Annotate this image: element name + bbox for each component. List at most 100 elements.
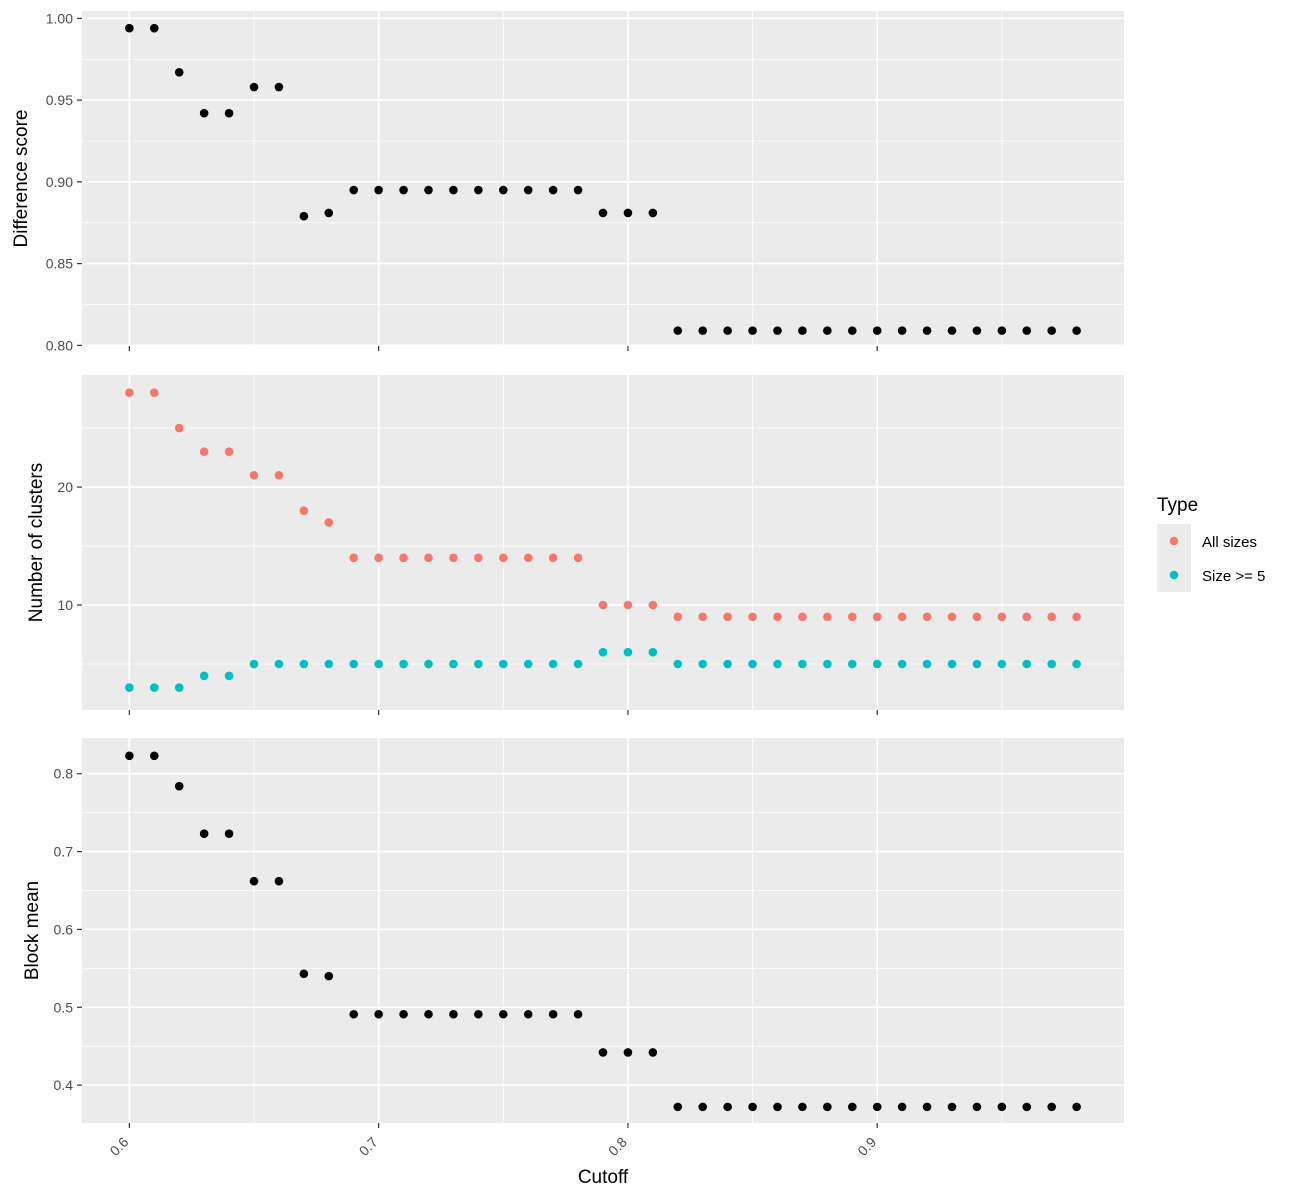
data-point: [748, 326, 757, 335]
data-point: [399, 659, 408, 669]
data-point: [773, 326, 782, 335]
series-block-mean: [125, 751, 1081, 1112]
data-point: [1072, 659, 1081, 669]
legend-title: Type: [1157, 495, 1198, 516]
data-point: [399, 553, 408, 563]
data-point: [773, 612, 782, 622]
data-point: [648, 647, 658, 657]
panel-background: [82, 375, 1124, 710]
data-point: [1047, 659, 1057, 669]
data-point: [125, 751, 134, 761]
data-point: [149, 23, 159, 33]
data-point: [723, 326, 732, 335]
data-point: [872, 326, 882, 335]
data-point: [698, 659, 708, 669]
data-point: [623, 208, 633, 218]
data-point: [149, 388, 159, 397]
data-point: [598, 1048, 608, 1057]
data-point: [872, 612, 882, 622]
legend-swatch: [1169, 536, 1179, 546]
data-point: [224, 108, 234, 118]
data-point: [947, 659, 957, 669]
legend-label: Size >= 5: [1202, 568, 1265, 585]
data-point: [573, 185, 583, 195]
y-tick-label: 0.7: [54, 844, 74, 860]
data-point: [972, 326, 982, 335]
data-point: [922, 659, 932, 669]
data-point: [474, 553, 483, 563]
data-point: [374, 659, 383, 669]
data-point: [1047, 326, 1057, 335]
data-point: [174, 683, 184, 692]
data-point: [698, 1102, 708, 1112]
data-point: [723, 659, 732, 669]
panel-difference: 0.80 0.85 0.90 0.95 1.00 Difference score: [11, 10, 1124, 353]
data-point: [1022, 612, 1032, 622]
data-point: [897, 659, 907, 669]
data-point: [299, 506, 309, 515]
data-point: [1022, 326, 1032, 335]
panel-background: [82, 11, 1124, 346]
data-point: [872, 1102, 882, 1112]
data-point: [498, 659, 508, 669]
data-point: [773, 1102, 782, 1112]
data-point: [823, 659, 832, 669]
data-point: [823, 1102, 832, 1112]
data-point: [723, 612, 732, 622]
y-tick-label: 0.85: [46, 256, 73, 272]
data-point: [199, 671, 209, 681]
data-point: [997, 612, 1007, 622]
data-point: [798, 1102, 807, 1112]
data-point: [424, 1009, 433, 1019]
y-axis-title-block: Block mean: [22, 881, 43, 980]
chart-panels: 0.80 0.85 0.90 0.95 1.00 Difference score 10 20…: [11, 10, 1124, 1159]
y-tick-label: 0.4: [54, 1077, 74, 1093]
data-point: [174, 423, 184, 433]
data-point: [1047, 1102, 1057, 1112]
data-point: [349, 553, 359, 563]
data-point: [498, 1009, 508, 1019]
data-point: [823, 326, 832, 335]
data-point: [573, 659, 583, 669]
panel-block: 0.4 0.5 0.6 0.7 0.8 Block mean: [22, 738, 1124, 1128]
series-difference-score: [125, 23, 1081, 335]
panel-clusters: 10 20 Number of clusters: [26, 375, 1124, 715]
data-point: [399, 185, 408, 195]
data-point: [673, 326, 683, 335]
data-point: [449, 1009, 458, 1019]
data-point: [723, 1102, 732, 1112]
y-tick-label: 20: [57, 479, 73, 495]
data-point: [623, 600, 633, 610]
data-point: [199, 108, 209, 118]
data-point: [673, 612, 683, 622]
data-point: [174, 68, 184, 77]
data-point: [823, 612, 832, 622]
y-tick-label: 0.5: [54, 999, 74, 1015]
data-point: [299, 659, 309, 669]
data-point: [224, 447, 234, 456]
y-tick-label: 1.00: [46, 10, 73, 26]
panel-background: [82, 738, 1124, 1123]
data-point: [847, 326, 857, 335]
data-point: [1047, 612, 1057, 622]
y-axis-title-difference: Difference score: [11, 110, 32, 248]
legend: Type All sizes Size >= 5: [1157, 495, 1265, 592]
data-point: [997, 326, 1007, 335]
series-all-sizes: [125, 388, 1081, 622]
data-point: [449, 185, 458, 195]
data-point: [972, 659, 982, 669]
data-point: [174, 781, 184, 791]
data-point: [324, 659, 334, 669]
data-point: [548, 185, 558, 195]
x-tick-label: 0.8: [605, 1134, 630, 1159]
y-tick-label: 0.90: [46, 174, 73, 190]
data-point: [424, 185, 433, 195]
data-point: [274, 470, 284, 480]
data-point: [149, 683, 159, 692]
data-point: [573, 553, 583, 563]
legend-entry: Size >= 5: [1157, 558, 1265, 592]
data-point: [872, 659, 882, 669]
data-point: [125, 683, 134, 692]
data-point: [349, 659, 359, 669]
